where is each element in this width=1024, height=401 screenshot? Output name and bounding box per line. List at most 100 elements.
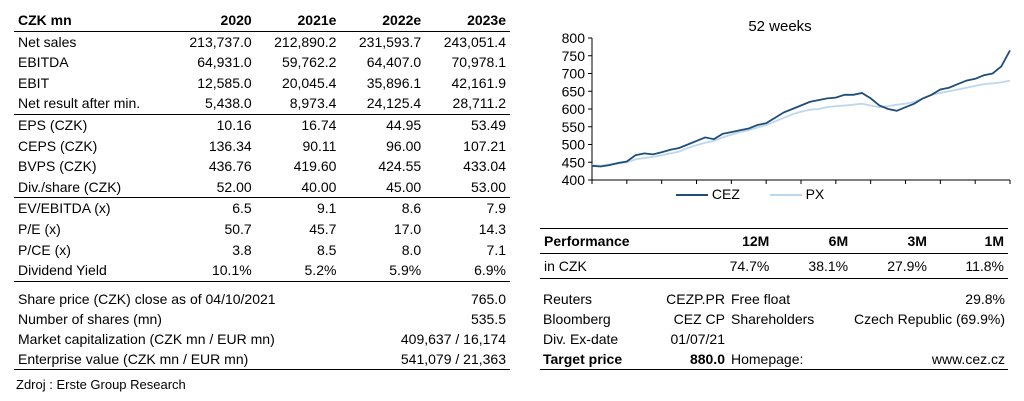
financials-cell: 52.00 (216, 178, 252, 195)
financials-cell: 8.5 (316, 241, 337, 258)
financials-cell: 10.16 (170, 113, 256, 136)
share-info-value: 535.5 (470, 311, 506, 327)
source-note: Zdroj : Erste Group Research (16, 377, 186, 392)
company-info-label (728, 329, 844, 349)
financials-cell: 136.34 (208, 137, 252, 154)
company-info-label: Free float (731, 291, 791, 307)
financials-cell: 20,045.4 (281, 74, 337, 91)
share-info-label: Number of shares (mn) (18, 311, 162, 327)
financials-cell: 7.9 (425, 197, 510, 219)
financials-row: CEPS (CZK) 136.34 90.11 96.00 107.21 (14, 136, 510, 157)
financials-cell: 59,762.2 (281, 54, 337, 71)
performance-period: 12M (694, 228, 774, 254)
company-info-value: 29.8% (965, 291, 1005, 307)
financials-row: P/E (x) 50.7 45.7 17.0 14.3 (14, 219, 510, 240)
performance-value: 11.8% (930, 253, 1008, 279)
share-info-value: 765.0 (470, 291, 506, 307)
company-info-value: CEZP.PR (666, 291, 725, 307)
share-info-value: 409,637 / 16,174 (400, 331, 506, 347)
performance-period: 1M (930, 228, 1008, 254)
company-info-label: Homepage: (728, 349, 844, 370)
y-tick-label: 550 (562, 119, 586, 135)
company-info-label: Target price (540, 349, 630, 370)
financials-cell: 50.7 (224, 220, 252, 237)
financials-row-label: Dividend Yield (14, 260, 171, 282)
y-tick-label: 800 (562, 30, 586, 46)
y-tick-label: 500 (562, 137, 586, 153)
financials-body: Net sales 213,737.0 212,890.2 231,593.7 243,… (14, 31, 510, 282)
financials-row-label: Div./share (CZK) (18, 178, 122, 195)
financials-cell: 231,593.7 (358, 33, 422, 50)
performance-period: 3M (852, 228, 931, 254)
y-tick-label: 400 (562, 172, 586, 188)
company-info-value: CEZ CP (673, 311, 725, 327)
financials-cell: 12,585.0 (197, 74, 252, 91)
legend-cez-label: CEZ (711, 186, 740, 202)
cez-series-line (591, 49, 1011, 168)
financials-row: Net result after min. 5,438.0 8,973.4 24,12… (14, 93, 510, 114)
legend-px-swatch (769, 194, 802, 197)
financials-cell: 53.00 (470, 178, 506, 195)
company-info-label: Div. Ex-date (543, 331, 619, 347)
financials-cell: 9.1 (255, 197, 341, 219)
company-info-value (844, 329, 1008, 349)
financials-row: Div./share (CZK) 52.00 40.00 45.00 53.00 (14, 177, 510, 198)
financials-cell: 243,051.4 (443, 33, 506, 50)
financials-row: P/CE (x) 3.8 8.5 8.0 7.1 (14, 240, 510, 261)
financials-cell: 419.60 (293, 158, 337, 175)
share-info-label: Market capitalization (CZK mn / EUR mn) (18, 331, 275, 347)
financials-cell: 70,978.1 (451, 54, 507, 71)
financials-cell: 42,161.9 (451, 74, 507, 91)
financials-cell: 96.00 (386, 137, 422, 154)
financials-cell: 44.95 (340, 113, 426, 136)
company-info-value: 01/07/21 (670, 331, 726, 347)
financials-row-label: EV/EBITDA (x) (14, 197, 171, 219)
financials-cell: 35,896.1 (366, 74, 422, 91)
financials-table: CZK mn 2020 2021e 2022e 2023e Net sales 2… (14, 10, 510, 282)
financials-row-label: P/CE (x) (18, 241, 71, 258)
performance-period: 6M (773, 228, 853, 254)
financials-cell: 6.5 (170, 197, 256, 219)
financials-cell: 14.3 (478, 220, 506, 237)
financials-header-year: 2022e (340, 10, 426, 32)
financials-cell: 5.2% (255, 260, 341, 282)
share-info-row: Number of shares (mn) 535.5 (14, 309, 510, 329)
chart-legend: CEZ PX (676, 186, 824, 202)
financials-cell: 212,890.2 (274, 33, 337, 50)
financials-cell: 213,737.0 (189, 33, 252, 50)
chart-title: 52 weeks (748, 18, 812, 35)
performance-table: Performance 12M 6M 3M 1M in CZK 74.7% 38… (540, 228, 1008, 279)
share-info-label: Share price (CZK) close as of 04/10/2021 (18, 291, 276, 307)
financials-cell: 16.74 (255, 113, 341, 136)
company-info-value: Czech Republic (69.9%) (854, 311, 1005, 327)
share-info-table: Share price (CZK) close as of 04/10/2021… (14, 289, 510, 370)
company-info-label: Bloomberg (543, 311, 611, 327)
financials-row-label: P/E (x) (18, 220, 61, 237)
financials-cell: 17.0 (393, 220, 422, 237)
performance-value: 74.7% (694, 253, 774, 279)
financials-row: EBITDA 64,931.0 59,762.2 64,407.0 70,978.1 (14, 52, 510, 73)
y-tick-label: 750 (562, 48, 586, 64)
financials-header-year: 2023e (425, 10, 510, 32)
financials-row-label: Net result after min. (18, 95, 141, 112)
share-info-row: Share price (CZK) close as of 04/10/2021… (14, 289, 510, 309)
company-info-label: Reuters (543, 291, 593, 307)
financials-row: Dividend Yield 10.1% 5.2% 5.9% 6.9% (14, 260, 510, 282)
financials-row: Net sales 213,737.0 212,890.2 231,593.7 243,… (14, 31, 510, 52)
company-info-table: Reuters CEZP.PR Free float 29.8% Bloomberg CE… (540, 289, 1008, 370)
financials-cell: 8,973.4 (289, 95, 337, 112)
financials-cell: 5,438.0 (204, 95, 252, 112)
financials-cell: 24,125.4 (366, 95, 422, 112)
financials-cell: 64,407.0 (366, 54, 422, 71)
company-info-row: Target price 880.0 Homepage: www.cez.cz (540, 349, 1008, 370)
company-info-label: Shareholders (731, 311, 815, 327)
financials-row: BVPS (CZK) 436.76 419.60 424.55 433.04 (14, 156, 510, 177)
px-series-line (591, 79, 1011, 167)
financials-cell: 5.9% (340, 260, 426, 282)
financials-cell: 424.55 (378, 158, 422, 175)
financials-row-label: EPS (CZK) (14, 113, 171, 136)
financials-cell: 3.8 (232, 241, 252, 258)
share-info-label: Enterprise value (CZK mn / EUR mn) (14, 349, 362, 370)
performance-value: 27.9% (852, 253, 931, 279)
